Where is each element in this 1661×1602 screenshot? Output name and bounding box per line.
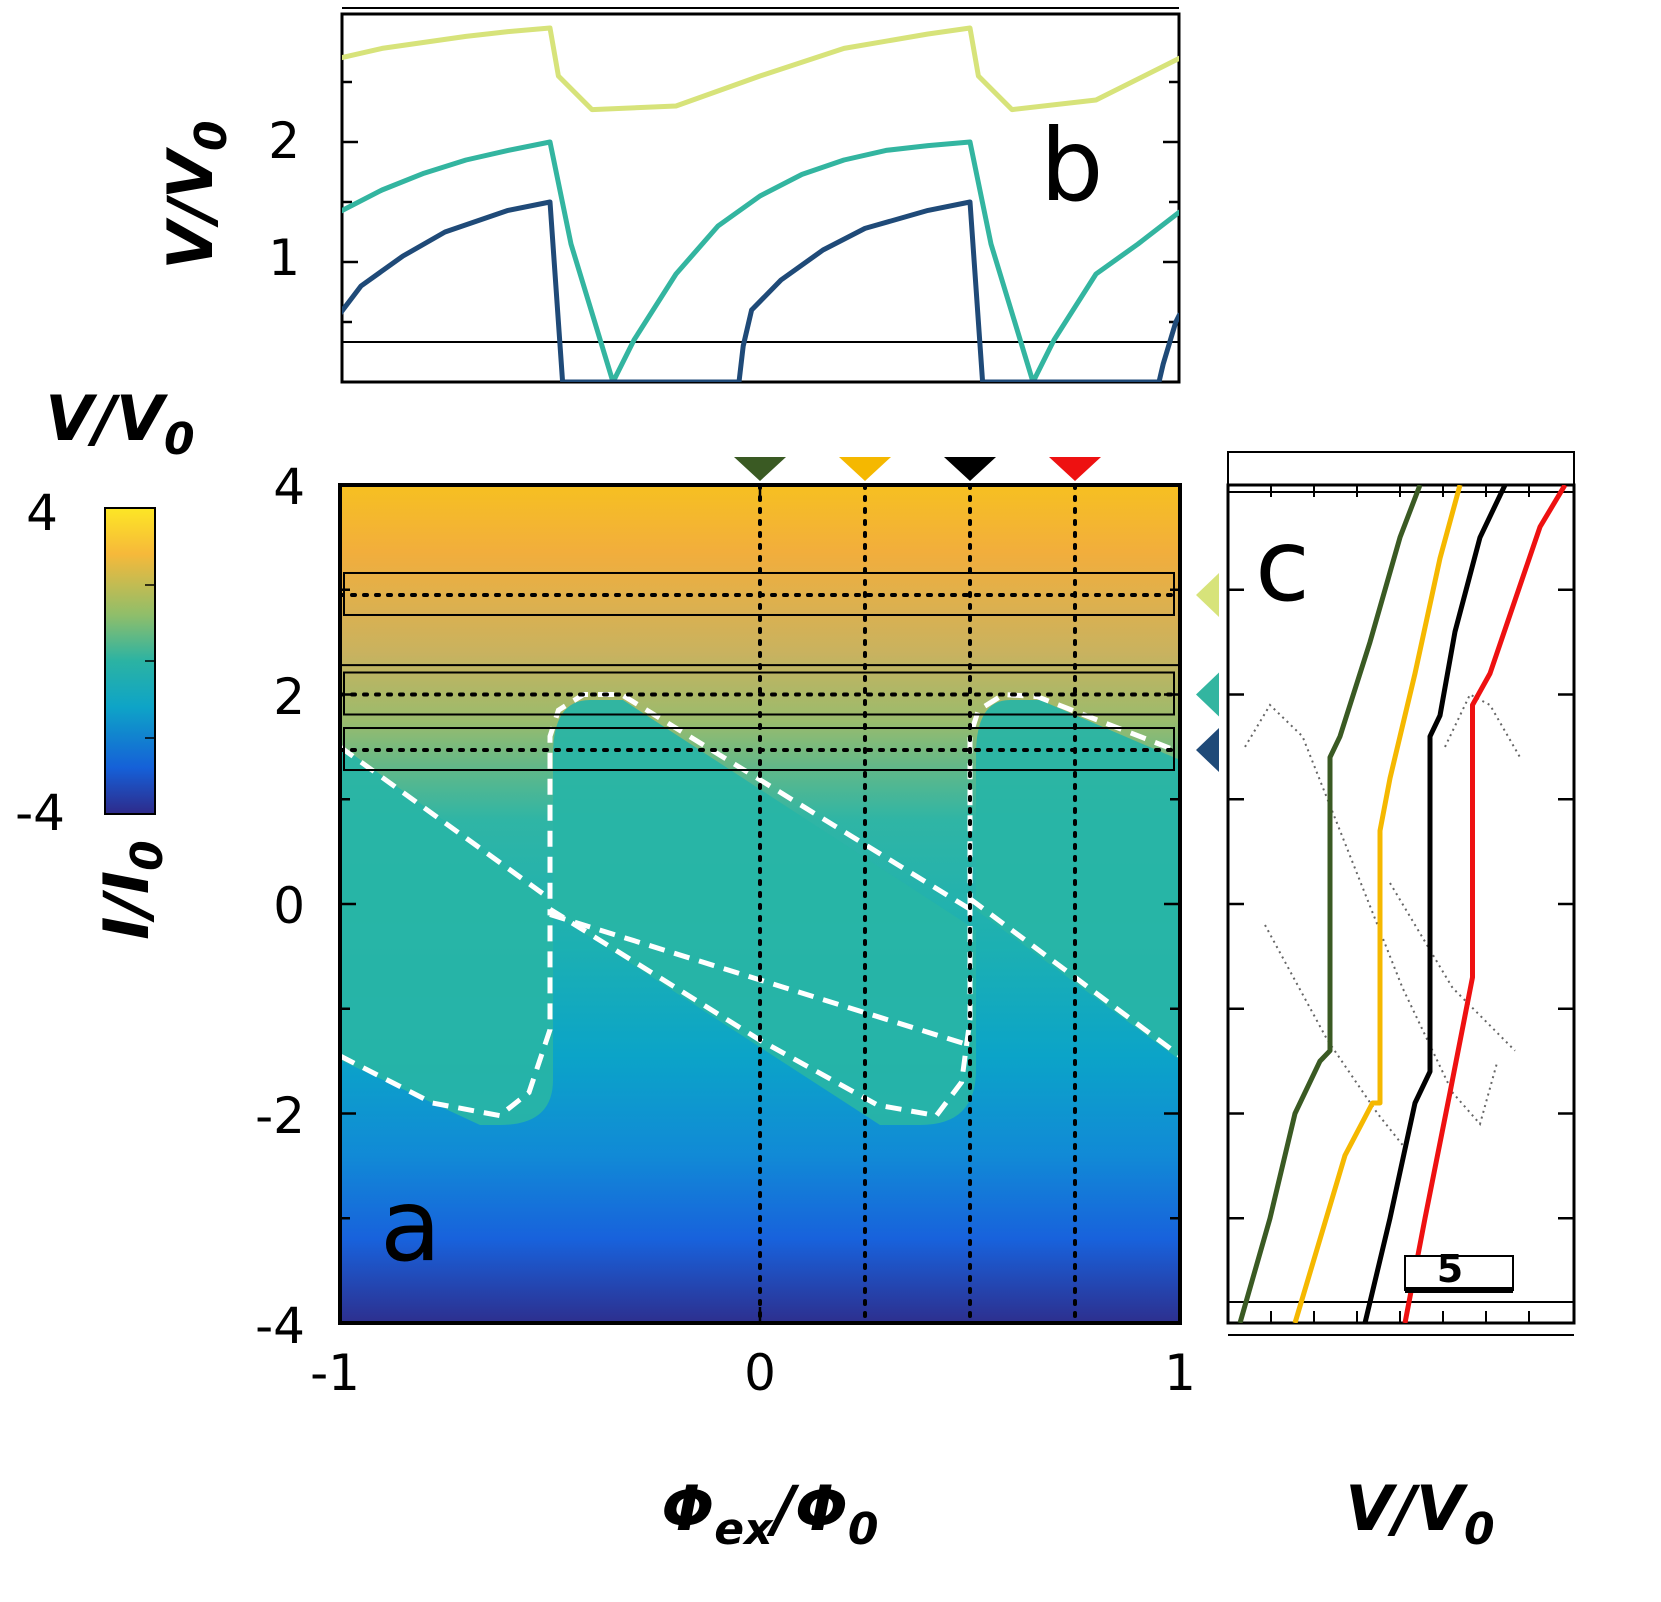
panel-b-ytick-1: 1 — [268, 229, 300, 287]
guide-curve — [1389, 882, 1516, 1052]
panel-c: c 5 V/V0 — [1226, 451, 1576, 1555]
cut-marker-triangle — [1196, 572, 1219, 617]
iv-curve — [1362, 485, 1508, 1323]
panel-a: 4 2 0 -2 -4 -1 0 1 a I/I0 Φex/Φ0 — [90, 457, 1219, 1555]
panel-a-ytick-0: 0 — [273, 877, 305, 935]
cut-marker-triangle — [839, 457, 891, 481]
boundary-dash — [340, 909, 553, 1119]
panel-a-xtick-m1: -1 — [310, 1344, 360, 1402]
colorbar-max-label: 4 — [26, 484, 58, 542]
guide-curve — [1244, 703, 1499, 1127]
panel-a-letter: a — [380, 1167, 441, 1284]
guide-curve — [1264, 924, 1404, 1146]
series-line — [342, 25, 1179, 113]
panel-a-ytick-m4: -4 — [255, 1297, 305, 1355]
panel-b-series — [342, 25, 1179, 382]
panel-b-ylabel: V/V0 — [154, 120, 237, 269]
cut-box — [343, 571, 1175, 616]
colorbar-min-label: -4 — [15, 784, 65, 842]
cut-marker-triangle — [1196, 672, 1219, 717]
panel-a-ylabel: I/I0 — [90, 840, 173, 939]
iv-curve — [1402, 485, 1568, 1323]
boundary-dash — [340, 744, 552, 901]
cut-markers — [734, 457, 1219, 773]
panel-b: 2 1 b V/V0 — [154, 7, 1181, 384]
guide-curve — [1444, 693, 1521, 758]
panel-c-guide-curves — [1244, 693, 1521, 1146]
series-line — [342, 199, 1179, 382]
panel-c-xlabel: V/V0 — [1345, 1472, 1494, 1555]
boundary-dash — [547, 692, 972, 912]
panel-a-xtick-1: 1 — [1164, 1344, 1196, 1402]
scale-bar-box — [1404, 1255, 1514, 1291]
panel-a-ytick-2: 2 — [273, 668, 305, 726]
colorbar: V/V0 4 -4 — [15, 382, 195, 842]
cut-marker-triangle — [1049, 457, 1101, 481]
panel-a-ticks — [338, 483, 1182, 1325]
panel-a-xtick-0: 0 — [744, 1344, 776, 1402]
cut-marker-triangle — [944, 457, 996, 481]
colorbar-title: V/V0 — [45, 382, 194, 465]
panel-c-letter: c — [1255, 507, 1310, 624]
cut-marker-triangle — [734, 457, 786, 481]
iv-curve — [1292, 485, 1463, 1323]
cut-marker-triangle — [1196, 728, 1219, 773]
panel-a-ytick-4: 4 — [273, 458, 305, 516]
heatmap-cut-lines — [340, 485, 1180, 1323]
panel-b-frame — [340, 12, 1181, 384]
panel-b-ytick-2: 2 — [268, 112, 300, 170]
scale-bar-label: 5 — [1437, 1247, 1463, 1291]
panel-a-xlabel: Φex/Φ0 — [662, 1472, 879, 1555]
iv-curve — [1237, 485, 1423, 1323]
panel-a-ytick-m2: -2 — [255, 1087, 305, 1145]
panel-c-series — [1237, 485, 1568, 1323]
panel-b-letter: b — [1040, 107, 1103, 224]
cut-box — [343, 727, 1175, 772]
series-line — [342, 139, 1179, 382]
panel-c-ticks — [1228, 483, 1574, 1325]
